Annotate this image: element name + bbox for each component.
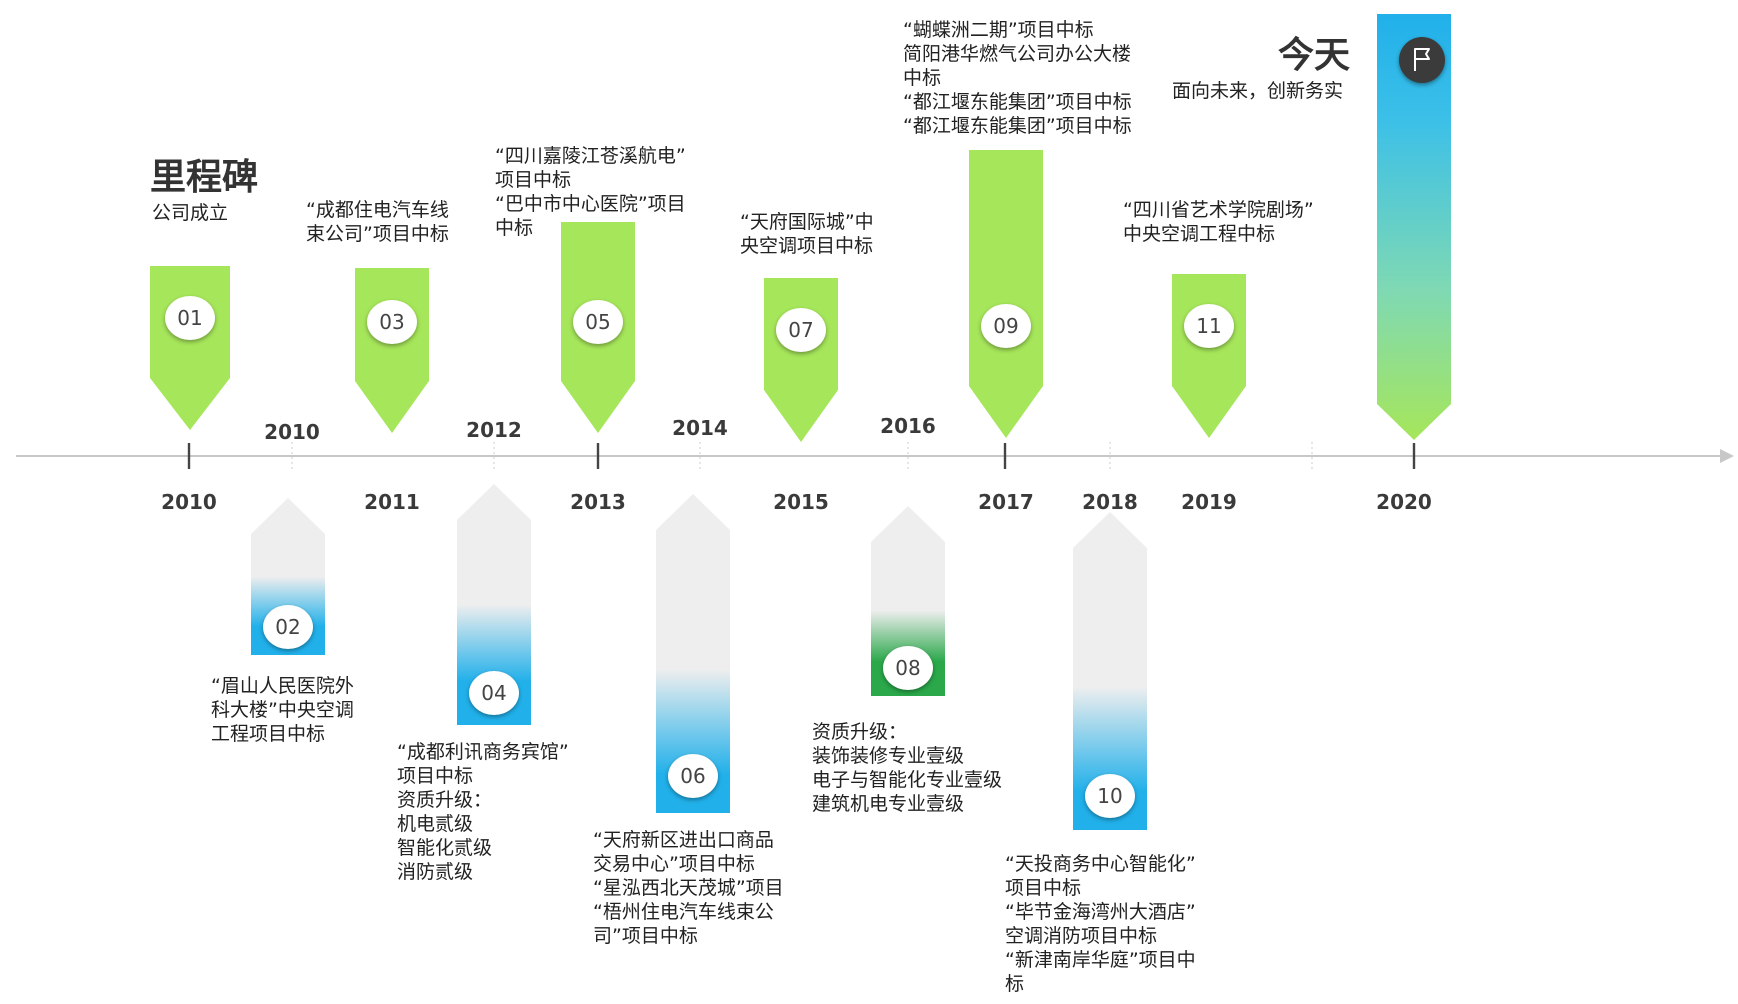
milestone-marker-01 <box>150 266 230 430</box>
year-label: 2020 <box>1376 490 1432 514</box>
milestone-marker-11 <box>1172 274 1246 438</box>
year-label: 2010 <box>264 420 320 444</box>
milestone-marker-09 <box>969 150 1043 438</box>
milestone-number-badge: 09 <box>981 304 1031 348</box>
milestone-number-badge: 07 <box>776 308 826 352</box>
milestone-description: “成都住电汽车线 束公司”项目中标 <box>306 199 449 245</box>
milestone-number-badge: 02 <box>263 605 313 649</box>
year-label: 2016 <box>880 414 936 438</box>
axis-arrow <box>1720 449 1734 463</box>
year-label: 2017 <box>978 490 1034 514</box>
milestone-number-badge: 08 <box>883 646 933 690</box>
milestone-marker-08 <box>871 506 945 696</box>
flag-icon <box>1399 37 1445 83</box>
year-label: 2010 <box>161 490 217 514</box>
today-title: 今天 <box>1278 35 1351 76</box>
milestone-description: “天府新区进出口商品 交易中心”项目中标 “星泓西北天茂城”项目 “梧州住电汽车… <box>593 829 784 947</box>
year-label: 2012 <box>466 418 522 442</box>
year-label: 2018 <box>1082 490 1138 514</box>
milestone-number-badge: 06 <box>668 754 718 798</box>
milestone-number-badge: 10 <box>1085 774 1135 818</box>
milestone-number-badge: 05 <box>573 300 623 344</box>
milestone-description: “天府国际城”中 央空调项目中标 <box>740 211 874 257</box>
milestone-description: “天投商务中心智能化” 项目中标 “毕节金海湾州大酒店” 空调消防项目中标 “新… <box>1005 853 1196 995</box>
milestone-number-badge: 11 <box>1184 304 1234 348</box>
milestone-marker-04 <box>457 484 531 725</box>
milestone-number-badge: 01 <box>165 296 215 340</box>
year-label: 2014 <box>672 416 728 440</box>
milestone-marker-06 <box>656 494 730 813</box>
today-subtitle: 面向未来，创新务实 <box>1172 80 1344 102</box>
page-title: 里程碑 <box>150 157 259 198</box>
milestone-number-badge: 03 <box>367 300 417 344</box>
milestone-description: 资质升级： 装饰装修专业壹级 电子与智能化专业壹级 建筑机电专业壹级 <box>812 721 1003 815</box>
year-label: 2019 <box>1181 490 1237 514</box>
year-label: 2013 <box>570 490 626 514</box>
milestone-description: “成都利讯商务宾馆” 项目中标 资质升级： 机电贰级 智能化贰级 消防贰级 <box>397 741 569 883</box>
today-marker <box>1377 14 1451 440</box>
milestone-marker-03 <box>355 268 429 433</box>
milestone-description: “眉山人民医院外 科大楼”中央空调 工程项目中标 <box>211 675 354 745</box>
milestone-marker-07 <box>764 278 838 442</box>
year-label: 2011 <box>364 490 420 514</box>
milestone-number-badge: 04 <box>469 671 519 715</box>
page-subtitle: 公司成立 <box>152 202 229 224</box>
milestone-description: “四川省艺术学院剧场” 中央空调工程中标 <box>1123 199 1314 245</box>
milestone-marker-10 <box>1073 512 1147 830</box>
year-label: 2015 <box>773 490 829 514</box>
milestone-description: “蝴蝶洲二期”项目中标 简阳港华燃气公司办公大楼 中标 “都江堰东能集团”项目中… <box>903 19 1132 137</box>
milestone-description: “四川嘉陵江苍溪航电” 项目中标 “巴中市中心医院”项目 中标 <box>495 145 686 239</box>
